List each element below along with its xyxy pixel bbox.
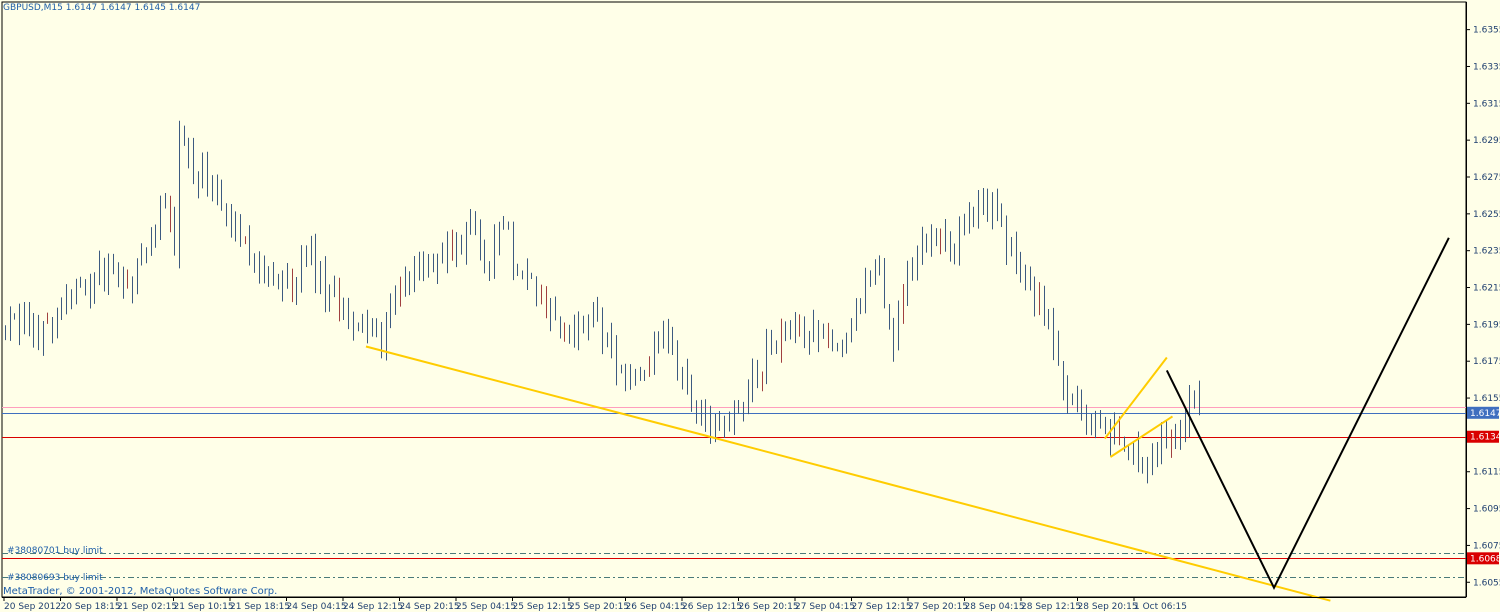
x-tick-label-7: 24 Sep 12:15 [343, 602, 403, 612]
level-badge-3 [1467, 430, 1499, 443]
x-tick-label-15: 27 Sep 04:15 [795, 602, 855, 612]
x-tick-label-21: 1 Oct 06:15 [1134, 602, 1187, 612]
level-badge-label-1: 1.6147 [1470, 409, 1500, 419]
level-badge-label-4: 1.6068 [1470, 554, 1500, 564]
x-tick-label-10: 25 Sep 12:15 [513, 602, 573, 612]
y-tick-label-3: 1.6315 [1473, 99, 1500, 109]
channel-lower-line [1109, 415, 1174, 458]
x-tick-label-8: 24 Sep 20:15 [400, 602, 460, 612]
x-tick-label-5: 21 Sep 18:15 [230, 602, 290, 612]
order-label-1: #38080701 buy limit [7, 546, 103, 556]
x-tick-label-20: 28 Sep 20:15 [1078, 602, 1138, 612]
projection-zigzag [1165, 237, 1450, 591]
y-tick-label-4: 1.6295 [1473, 136, 1500, 146]
y-tick-label-15: 1.6055 [1473, 578, 1500, 588]
level-badge-1 [1467, 406, 1499, 419]
y-tick-label-2: 1.6335 [1473, 62, 1500, 72]
level-badge-label-3: 1.6134 [1470, 433, 1500, 443]
x-tick-label-1: 20 Sep 2012 [4, 602, 61, 612]
y-tick-label-1: 1.6355 [1473, 26, 1500, 36]
y-tick-label-8: 1.6215 [1473, 284, 1500, 294]
channel-upper-line [1104, 356, 1168, 440]
x-tick-label-17: 27 Sep 20:15 [908, 602, 968, 612]
x-tick-label-19: 28 Sep 12:15 [1021, 602, 1081, 612]
x-tick-label-14: 26 Sep 20:15 [739, 602, 799, 612]
y-tick-label-11: 1.6155 [1473, 394, 1500, 404]
chart-header: GBPUSD,M15 1.6147 1.6147 1.6145 1.6147 [3, 3, 201, 13]
y-tick-label-9: 1.6195 [1473, 320, 1500, 330]
candles [5, 120, 1200, 484]
level-badge-4 [1467, 552, 1499, 565]
copyright-label: MetaTrader, © 2001-2012, MetaQuotes Soft… [3, 586, 278, 597]
x-tick-label-2: 20 Sep 18:15 [61, 602, 121, 612]
y-tick-label-5: 1.6275 [1473, 173, 1500, 183]
order-label-2: #38080693 buy limit [7, 573, 103, 583]
y-tick-label-12: 1.6115 [1473, 468, 1500, 478]
x-tick-label-18: 28 Sep 04:15 [965, 602, 1025, 612]
x-tick-label-9: 25 Sep 04:15 [456, 602, 516, 612]
x-tick-label-4: 21 Sep 10:15 [174, 602, 234, 612]
x-tick-label-13: 26 Sep 12:15 [682, 602, 742, 612]
x-tick-label-11: 25 Sep 20:15 [569, 602, 629, 612]
support-trendline [365, 345, 1331, 602]
y-tick-label-7: 1.6235 [1473, 247, 1500, 257]
x-tick-label-6: 24 Sep 04:15 [287, 602, 347, 612]
y-tick-label-10: 1.6175 [1473, 357, 1500, 367]
x-tick-label-16: 27 Sep 12:15 [852, 602, 912, 612]
y-tick-label-6: 1.6255 [1473, 210, 1500, 220]
y-tick-label-14: 1.6075 [1473, 541, 1500, 551]
x-tick-label-12: 26 Sep 04:15 [626, 602, 686, 612]
x-tick-label-3: 21 Sep 02:15 [117, 602, 177, 612]
y-tick-label-13: 1.6095 [1473, 505, 1500, 515]
plot-area [1, 1, 1467, 598]
